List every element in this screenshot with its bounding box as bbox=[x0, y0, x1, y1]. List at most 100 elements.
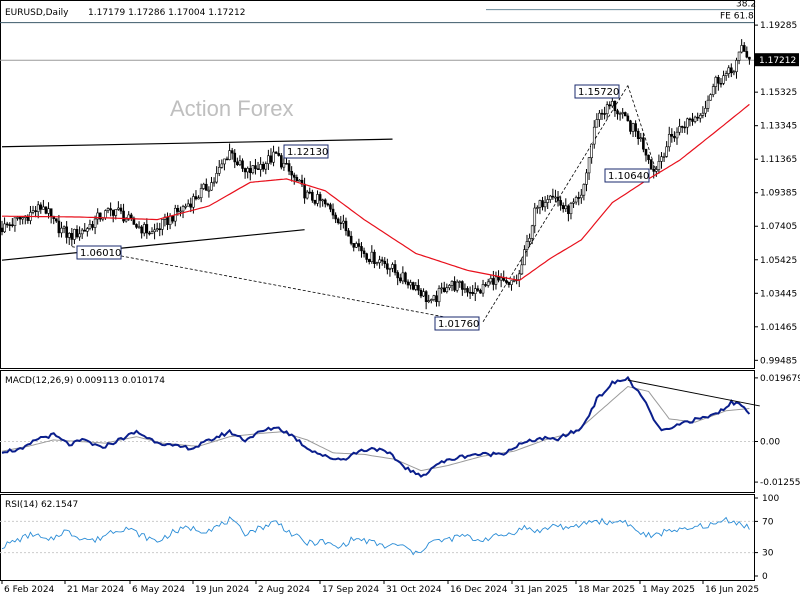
candle bbox=[233, 149, 237, 169]
candle-body bbox=[295, 177, 299, 182]
candle bbox=[660, 152, 663, 169]
candle-body bbox=[282, 163, 286, 168]
candle-body bbox=[536, 207, 539, 209]
candle-body bbox=[440, 287, 443, 290]
candle-body bbox=[468, 291, 472, 294]
candle bbox=[261, 161, 265, 172]
candle bbox=[603, 106, 606, 120]
candle-body bbox=[559, 200, 562, 206]
candle-body bbox=[665, 146, 668, 157]
candle bbox=[287, 160, 291, 176]
candle-body bbox=[83, 229, 87, 232]
candle bbox=[471, 285, 474, 296]
candle-body bbox=[119, 207, 123, 212]
candle bbox=[675, 127, 679, 145]
candle bbox=[631, 122, 635, 137]
candle bbox=[476, 285, 480, 293]
candle-body bbox=[662, 156, 666, 158]
candle bbox=[473, 282, 477, 302]
candle bbox=[230, 147, 234, 160]
candle bbox=[298, 179, 301, 182]
candle-body bbox=[587, 157, 591, 174]
candle bbox=[437, 285, 441, 307]
candle-body bbox=[274, 151, 278, 154]
candle bbox=[75, 225, 79, 239]
candle-body bbox=[194, 196, 198, 200]
candle-body bbox=[254, 165, 257, 169]
candle-body bbox=[724, 73, 728, 77]
candle bbox=[161, 219, 164, 236]
candle-body bbox=[616, 110, 619, 115]
candle bbox=[238, 155, 242, 167]
candle bbox=[21, 216, 24, 225]
price-tick-label: 1.19285 bbox=[760, 21, 797, 31]
candle-body bbox=[748, 56, 751, 60]
candle-body bbox=[711, 86, 715, 95]
candle-body bbox=[556, 196, 560, 201]
candle-body bbox=[259, 164, 262, 170]
candle bbox=[574, 195, 578, 205]
candle bbox=[34, 206, 37, 218]
candle-body bbox=[67, 233, 71, 238]
candle-body bbox=[360, 246, 363, 252]
candle bbox=[205, 178, 208, 191]
candle-body bbox=[678, 126, 681, 133]
candle-body bbox=[357, 243, 361, 247]
candle-body bbox=[481, 284, 485, 294]
candle-body bbox=[698, 115, 702, 119]
candle bbox=[567, 204, 570, 222]
candle-body bbox=[525, 241, 529, 250]
candle-body bbox=[704, 108, 707, 114]
candle-body bbox=[388, 268, 392, 270]
x-tick-label: 31 Oct 2024 bbox=[386, 585, 442, 595]
candle-body bbox=[735, 60, 738, 73]
candle-body bbox=[130, 214, 133, 219]
candle-body bbox=[303, 183, 306, 199]
candle-body bbox=[238, 160, 242, 165]
candle bbox=[347, 228, 350, 237]
candle-body bbox=[448, 285, 451, 289]
candle-body bbox=[520, 264, 524, 275]
candle bbox=[386, 258, 389, 275]
candle bbox=[60, 221, 63, 238]
price-label-box bbox=[604, 168, 650, 183]
watermark: Action Forex bbox=[170, 96, 294, 121]
candle-body bbox=[199, 188, 203, 199]
x-tick-label: 17 Sep 2024 bbox=[322, 585, 379, 595]
candle-body bbox=[580, 194, 583, 199]
candle bbox=[600, 109, 604, 120]
price-label-text: 1.15720 bbox=[578, 87, 619, 98]
candle-body bbox=[551, 195, 555, 198]
candle-body bbox=[603, 113, 606, 115]
candle-body bbox=[598, 112, 601, 120]
candle-body bbox=[140, 226, 143, 234]
candle bbox=[220, 159, 224, 169]
candle-body bbox=[290, 170, 293, 176]
candle bbox=[280, 153, 283, 170]
candle-body bbox=[611, 100, 614, 107]
price-tick-label: 1.05425 bbox=[760, 256, 797, 266]
rsi-tick-label: 100 bbox=[762, 494, 779, 504]
trendline-1 bbox=[1, 229, 305, 261]
candle-body bbox=[336, 218, 340, 224]
candle bbox=[445, 283, 449, 294]
candle bbox=[269, 148, 273, 165]
rsi-line bbox=[1, 516, 750, 556]
candle-body bbox=[634, 123, 637, 132]
candle bbox=[636, 128, 640, 145]
candle bbox=[538, 199, 542, 215]
candle bbox=[662, 152, 666, 162]
candle-body bbox=[352, 243, 356, 248]
candle bbox=[217, 160, 221, 177]
candle-body bbox=[44, 206, 48, 214]
candle bbox=[670, 128, 674, 143]
price-label-2: 1.01760 bbox=[434, 316, 480, 331]
candle-body bbox=[308, 191, 312, 194]
candle bbox=[409, 279, 412, 290]
price-label-4: 1.10640 bbox=[604, 168, 650, 183]
candle bbox=[246, 166, 249, 179]
candle bbox=[719, 78, 723, 88]
candle bbox=[55, 218, 58, 223]
candle-body bbox=[453, 281, 456, 291]
